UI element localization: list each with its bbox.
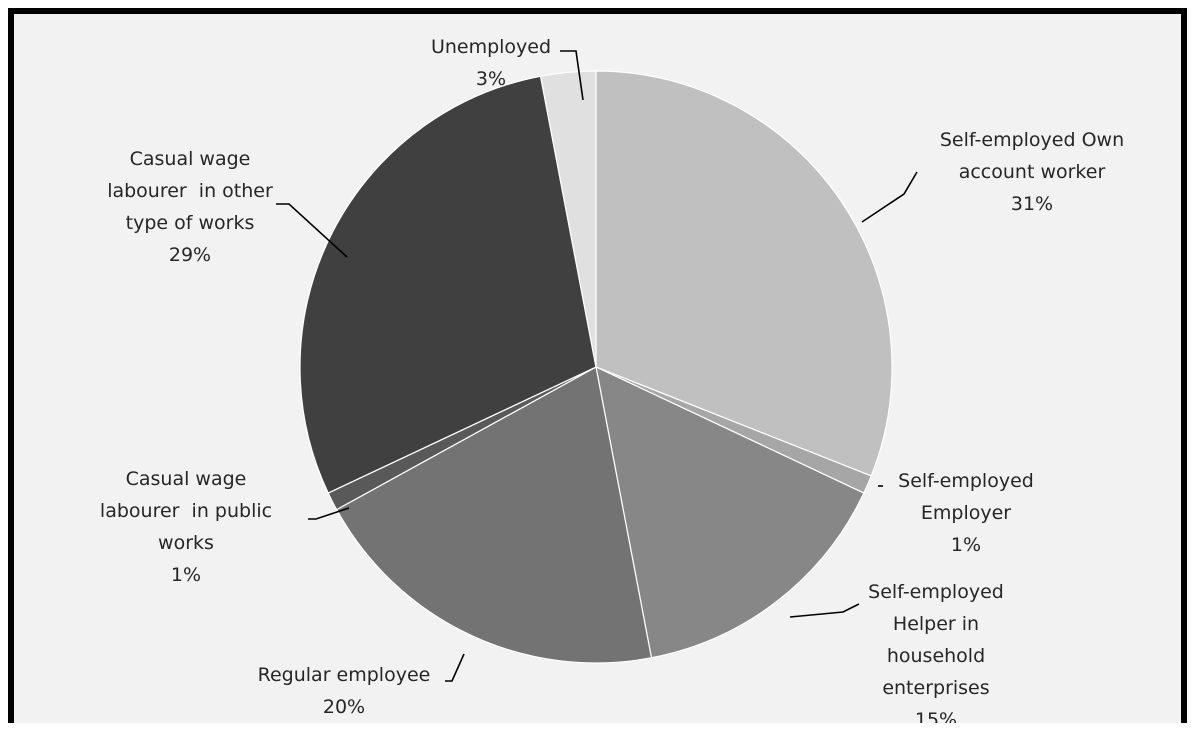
- pie-slice-self-employed-helper: [595, 365, 865, 659]
- data-label-regular-employee: Regular employee 20%: [258, 664, 431, 718]
- data-label-casual-public-works: Casual wage labourer in public works 1%: [100, 468, 272, 586]
- data-label-unemployed: Unemployed 3%: [431, 36, 551, 90]
- pie-slice-self-employed-own-account: [595, 70, 893, 477]
- data-label-self-employed-helper: Self-employed Helper in household enterpris…: [868, 581, 1004, 723]
- data-label-self-employed-own-account: Self-employed Own account worker 31%: [940, 129, 1124, 215]
- chart-area: Self-employed Own account worker 31% Self-e…: [8, 8, 1187, 723]
- leader-line-casual-public-works: [308, 507, 350, 520]
- leader-line-regular-employee: [445, 653, 465, 682]
- pie-chart: Self-employed Own account worker 31% Self-e…: [100, 36, 1124, 723]
- leader-line-unemployed: [560, 50, 584, 101]
- data-label-casual-other-works: Casual wage labourer in other type of work…: [107, 148, 273, 266]
- leader-line-self-employed-helper: [789, 603, 860, 618]
- leader-line-self-employed-own-account: [861, 171, 918, 223]
- pie-slice-unemployed: [539, 70, 597, 368]
- leader-line-casual-other-works: [276, 203, 348, 258]
- data-label-self-employed-employer: Self-employed Employer 1%: [898, 470, 1034, 556]
- pie-slice-regular-employee: [335, 366, 653, 664]
- pie-slice-casual-other-works: [299, 75, 597, 494]
